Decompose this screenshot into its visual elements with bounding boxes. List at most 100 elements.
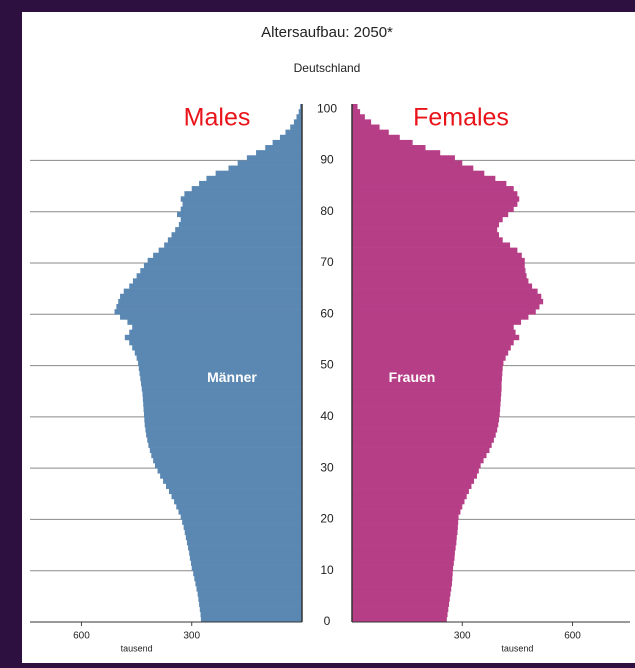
bar	[352, 345, 511, 351]
bar	[352, 580, 452, 587]
bar	[352, 350, 509, 356]
bar	[352, 175, 496, 182]
bar	[174, 498, 302, 505]
bar	[127, 319, 303, 325]
bar	[352, 473, 477, 479]
bar	[178, 221, 302, 228]
bar	[166, 483, 302, 489]
x-axis-label: tausend	[501, 643, 533, 653]
bar	[352, 380, 502, 387]
bar	[352, 252, 522, 259]
bar	[352, 227, 498, 233]
bar	[123, 288, 302, 295]
bar	[352, 509, 461, 515]
bar	[352, 529, 458, 536]
bar	[352, 206, 514, 213]
bar	[352, 427, 498, 433]
bar	[154, 463, 302, 469]
bar	[193, 570, 302, 577]
bar	[352, 596, 450, 602]
bar	[182, 201, 302, 207]
bar	[132, 324, 302, 330]
bar	[129, 339, 302, 346]
bar	[352, 170, 485, 177]
bar	[352, 601, 450, 607]
bar	[191, 565, 302, 572]
bar	[134, 350, 302, 356]
bar	[352, 288, 538, 295]
chart-subtitle: Deutschland	[294, 61, 361, 75]
bar	[120, 314, 303, 320]
bar	[352, 124, 380, 130]
bar	[352, 524, 458, 530]
bars	[114, 104, 544, 623]
bar	[352, 386, 502, 392]
bar	[352, 319, 522, 325]
bar	[118, 298, 302, 305]
bar	[352, 155, 455, 161]
bar	[352, 139, 413, 146]
panel	[22, 12, 635, 663]
bar	[352, 237, 503, 243]
bar	[352, 504, 463, 510]
bar	[237, 160, 302, 166]
bar	[352, 211, 509, 218]
bar	[206, 175, 302, 182]
bar	[143, 406, 302, 413]
bar	[352, 334, 520, 341]
bar	[199, 601, 302, 607]
series-label: Frauen	[389, 369, 436, 385]
bar	[157, 468, 302, 474]
bar	[352, 201, 518, 207]
bar	[352, 242, 511, 248]
bar	[144, 416, 302, 423]
bar	[171, 232, 302, 238]
bar	[189, 555, 302, 561]
bar	[141, 380, 302, 387]
bar	[352, 150, 441, 156]
bar	[143, 401, 302, 407]
bar	[352, 262, 525, 269]
series-label: Männer	[207, 369, 257, 385]
bar	[352, 483, 472, 489]
age-tick-label: 20	[320, 512, 334, 526]
bar	[265, 145, 302, 151]
bar	[296, 114, 302, 120]
bar	[140, 268, 302, 274]
bar	[180, 206, 302, 213]
bar	[352, 411, 500, 418]
bar	[184, 529, 302, 536]
bar	[132, 345, 302, 351]
bar	[180, 514, 302, 520]
bar	[352, 396, 501, 402]
bar	[194, 575, 302, 582]
bar	[352, 339, 514, 346]
bar	[114, 309, 302, 315]
bar	[352, 468, 479, 474]
age-tick-label: 80	[320, 204, 334, 218]
bar	[198, 596, 302, 602]
bar	[182, 519, 302, 525]
bar	[352, 216, 503, 223]
bar	[352, 442, 492, 448]
bar	[188, 545, 302, 551]
bar	[186, 539, 302, 546]
bar	[352, 391, 502, 397]
bar	[300, 104, 302, 110]
bar	[197, 591, 302, 597]
bar	[352, 493, 467, 500]
bar	[246, 155, 302, 161]
age-tick-label: 0	[324, 614, 331, 628]
bar	[352, 591, 451, 597]
bar	[352, 550, 455, 556]
bar	[196, 586, 302, 592]
bar	[129, 329, 302, 336]
bar	[352, 273, 527, 279]
bar	[298, 109, 302, 115]
chart-title: Altersaufbau: 2050*	[261, 24, 393, 41]
bar	[352, 160, 463, 166]
labels: 0 10 20 30 40 50 60 70 80 90 100 Männer 300 600 tausen…	[30, 101, 630, 653]
bar	[352, 329, 516, 336]
bar	[352, 519, 459, 525]
bar	[184, 191, 302, 197]
